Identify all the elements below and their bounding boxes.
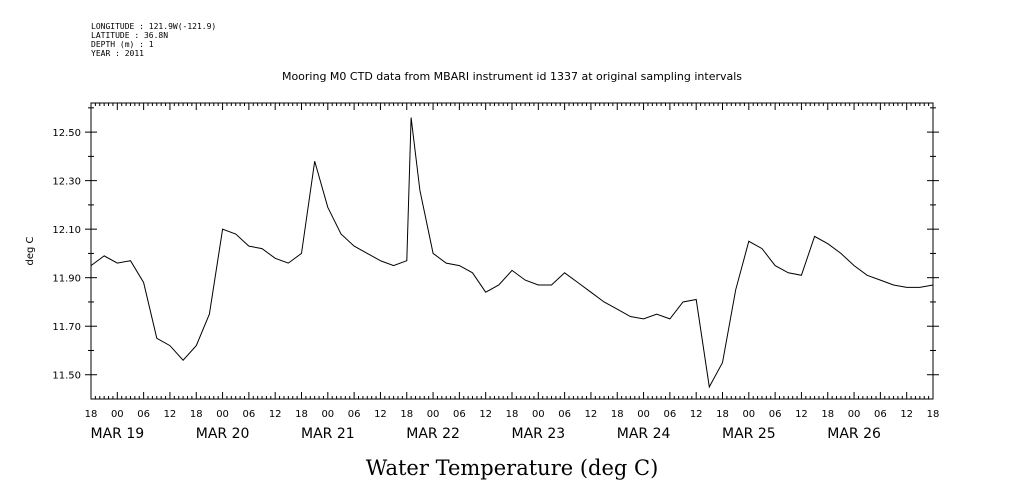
x-tick-label: 06 — [243, 409, 256, 420]
x-day-label: MAR 24 — [617, 426, 671, 442]
x-tick-label: 06 — [664, 409, 677, 420]
y-tick-label: 11.50 — [52, 371, 81, 382]
chart-title: Mooring M0 CTD data from MBARI instrumen… — [282, 70, 742, 83]
x-tick-label: 00 — [532, 409, 545, 420]
x-tick-label: 18 — [716, 409, 729, 420]
x-day-label: MAR 20 — [196, 426, 250, 442]
x-day-label: MAR 19 — [90, 426, 144, 442]
x-day-label: MAR 26 — [827, 426, 881, 442]
latitude-label: LATITUDE : 36.8N — [91, 31, 169, 40]
x-tick-label: 18 — [295, 409, 308, 420]
y-tick-label: 12.30 — [52, 177, 81, 188]
longitude-label: LONGITUDE : 121.9W(-121.9) — [91, 22, 217, 31]
x-tick-label: 06 — [137, 409, 150, 420]
x-tick-label: 12 — [269, 409, 282, 420]
x-axis: 18 00 06 12 18 00 06 12 18 00 06 12 18 00 06 12 18 00 06 12… — [85, 103, 940, 442]
x-tick-label: 18 — [400, 409, 413, 420]
x-tick-label: 00 — [216, 409, 229, 420]
y-axis-label: deg C — [25, 236, 36, 265]
plot-frame — [90, 102, 934, 400]
y-tick-label: 11.90 — [52, 274, 81, 285]
x-day-label: MAR 25 — [722, 426, 776, 442]
x-tick-label: 18 — [190, 409, 203, 420]
x-tick-label: 12 — [795, 409, 808, 420]
x-tick-label: 06 — [558, 409, 571, 420]
x-tick-label: 06 — [874, 409, 887, 420]
x-day-label: MAR 23 — [511, 426, 565, 442]
x-tick-label: 18 — [927, 409, 940, 420]
x-tick-label: 12 — [374, 409, 387, 420]
x-tick-label: 18 — [611, 409, 624, 420]
x-tick-label: 00 — [111, 409, 124, 420]
x-tick-label: 00 — [321, 409, 334, 420]
x-tick-label: 12 — [690, 409, 703, 420]
x-tick-label: 00 — [427, 409, 440, 420]
x-tick-label: 00 — [848, 409, 861, 420]
y-tick-label: 12.50 — [52, 128, 81, 139]
x-tick-label: 06 — [769, 409, 782, 420]
x-tick-label: 12 — [585, 409, 598, 420]
x-tick-label: 06 — [453, 409, 466, 420]
x-tick-label: 00 — [742, 409, 755, 420]
x-day-label: MAR 21 — [301, 426, 355, 442]
x-tick-label: 12 — [479, 409, 492, 420]
x-tick-label: 12 — [900, 409, 913, 420]
station-metadata: LONGITUDE : 121.9W(-121.9) LATITUDE : 36… — [91, 22, 216, 58]
y-tick-label: 11.70 — [52, 322, 81, 333]
y-axis: 11.50 11.70 11.90 12.10 12.30 12.50 — [52, 107, 939, 382]
y-tick-label: 12.10 — [52, 225, 81, 236]
x-tick-label: 12 — [164, 409, 177, 420]
x-tick-label: 06 — [348, 409, 361, 420]
x-tick-label: 18 — [506, 409, 519, 420]
x-tick-label: 18 — [821, 409, 834, 420]
year-label: YEAR : 2011 — [91, 49, 144, 58]
x-axis-label: Water Temperature (deg C) — [366, 456, 659, 480]
depth-label: DEPTH (m) : 1 — [91, 40, 154, 49]
x-day-label: MAR 22 — [406, 426, 460, 442]
x-tick-label: 18 — [85, 409, 98, 420]
temperature-series-line — [90, 117, 934, 389]
x-tick-label: 00 — [637, 409, 650, 420]
